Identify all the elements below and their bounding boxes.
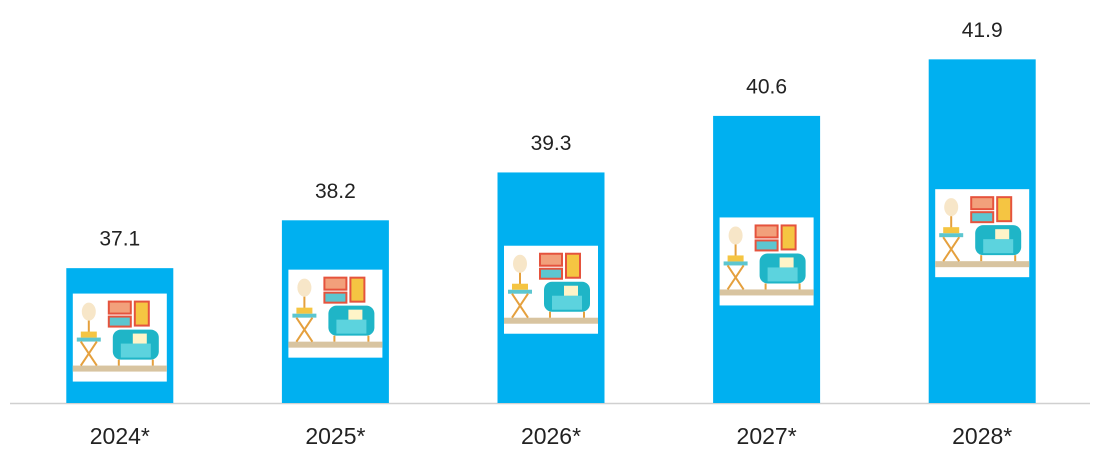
icon-part	[296, 307, 313, 314]
icon-part	[970, 211, 995, 224]
icon-part	[336, 319, 367, 334]
value-label: 39.3	[531, 132, 572, 155]
value-label: 41.9	[962, 19, 1003, 42]
icon-part	[942, 236, 961, 262]
icon-part	[996, 196, 1013, 223]
icon-part	[297, 278, 312, 297]
icon-part	[564, 285, 578, 296]
x-tick-label: 2027*	[737, 423, 797, 449]
value-label: 37.1	[99, 228, 140, 251]
icon-part	[80, 331, 97, 338]
icon-part	[539, 252, 563, 267]
icon-part	[120, 343, 151, 358]
icon-part	[779, 257, 794, 268]
room-icon	[504, 245, 598, 334]
room-icon	[935, 189, 1030, 278]
icon-part	[132, 333, 147, 344]
room-icon	[288, 269, 383, 358]
icon-part	[511, 293, 529, 319]
icon-part	[943, 227, 960, 234]
icon-part	[767, 267, 798, 282]
icon-part	[107, 300, 132, 315]
icon-part	[780, 224, 797, 251]
icon-part	[349, 276, 366, 303]
icon-part	[72, 365, 167, 372]
icon-part	[107, 315, 132, 328]
icon-part	[754, 239, 779, 252]
room-icon	[719, 217, 814, 306]
icon-part	[539, 267, 563, 280]
icon-part	[323, 276, 348, 291]
room-icon	[72, 293, 167, 382]
icon-part	[323, 291, 348, 304]
icon-part	[76, 337, 101, 342]
icon-part	[995, 229, 1010, 240]
icon-part	[935, 261, 1030, 268]
icon-part	[754, 224, 779, 239]
icon-part	[939, 233, 964, 238]
icon-part	[726, 264, 745, 291]
icon-part	[513, 254, 527, 273]
icon-part	[508, 289, 532, 294]
x-tick-label: 2024*	[90, 423, 150, 449]
x-tick-label: 2025*	[305, 423, 365, 449]
x-tick-label: 2026*	[521, 423, 581, 449]
icon-part	[565, 252, 581, 279]
value-label: 38.2	[315, 180, 356, 203]
icon-part	[504, 317, 598, 324]
x-tick-label: 2028*	[952, 423, 1012, 449]
icon-part	[81, 302, 96, 321]
icon-part	[79, 341, 98, 367]
icon-part	[552, 295, 582, 310]
icon-part	[292, 313, 317, 318]
icon-part	[288, 341, 383, 348]
icon-part	[727, 255, 744, 262]
icon-part	[723, 261, 748, 266]
icon-part	[983, 239, 1014, 254]
icon-part	[295, 317, 314, 343]
icon-part	[133, 300, 150, 327]
icon-part	[719, 289, 814, 296]
icon-part	[944, 198, 959, 217]
icon-part	[512, 283, 528, 290]
value-label: 40.6	[746, 75, 787, 98]
icon-part	[970, 196, 995, 211]
icon-part	[348, 309, 363, 320]
icon-part	[728, 226, 743, 245]
